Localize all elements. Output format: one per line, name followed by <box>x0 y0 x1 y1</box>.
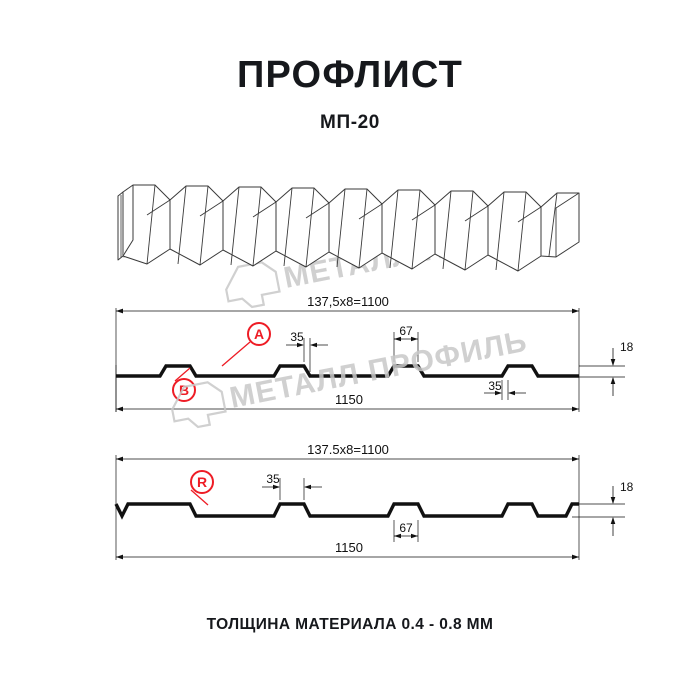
upper-dim-67-label: 67 <box>399 324 413 338</box>
marker-a-label: B <box>179 382 189 398</box>
upper-dim-35-bottom-label: 35 <box>488 379 502 393</box>
isometric-profile-view <box>117 184 580 272</box>
upper-dim-18-label: 18 <box>620 340 634 354</box>
upper-extension-lines <box>115 308 580 412</box>
upper-dim-35-top: 35 <box>286 330 328 372</box>
upper-dim-67: 67 <box>393 324 419 362</box>
marker-r: R <box>190 470 214 506</box>
marker-b-label: A <box>254 326 264 342</box>
upper-dim-35-top-label: 35 <box>290 330 304 344</box>
upper-top-dimension-label: 137,5x8=1100 <box>307 294 389 309</box>
lower-profile-drawing: 137.5x8=1100 1150 35 <box>114 442 634 560</box>
lower-profile-outline <box>114 502 579 520</box>
upper-profile-outline <box>116 364 579 378</box>
marker-b: A <box>221 322 271 367</box>
lower-dim-18-label: 18 <box>620 480 634 494</box>
upper-dim-35-bottom: 35 <box>484 379 526 400</box>
lower-dim-35: 35 <box>262 472 322 500</box>
lower-dim-35-label: 35 <box>266 472 280 486</box>
lower-top-dimension-label: 137.5x8=1100 <box>307 442 389 457</box>
lower-top-dimension: 137.5x8=1100 <box>116 442 579 462</box>
upper-dim-18-height: 18 <box>579 340 634 396</box>
marker-r-label: R <box>197 474 207 490</box>
watermark-text-2: МЕТАЛЛ ПРОФИЛЬ <box>227 325 530 415</box>
lower-dim-67: 67 <box>393 520 419 542</box>
lower-bottom-dimension-label: 1150 <box>335 540 363 555</box>
lower-dim-18-height: 18 <box>572 480 634 536</box>
lower-bottom-dimension: 1150 <box>116 540 579 560</box>
upper-bottom-dimension: 1150 <box>116 392 579 412</box>
upper-profile-drawing: 137,5x8=1100 1150 35 <box>115 294 634 412</box>
upper-top-dimension: 137,5x8=1100 <box>116 294 579 314</box>
upper-bottom-dimension-label: 1150 <box>335 392 363 407</box>
watermark-logo-bottom: МЕТАЛЛ ПРОФИЛЬ <box>171 325 530 429</box>
lower-dim-67-label: 67 <box>399 521 413 535</box>
